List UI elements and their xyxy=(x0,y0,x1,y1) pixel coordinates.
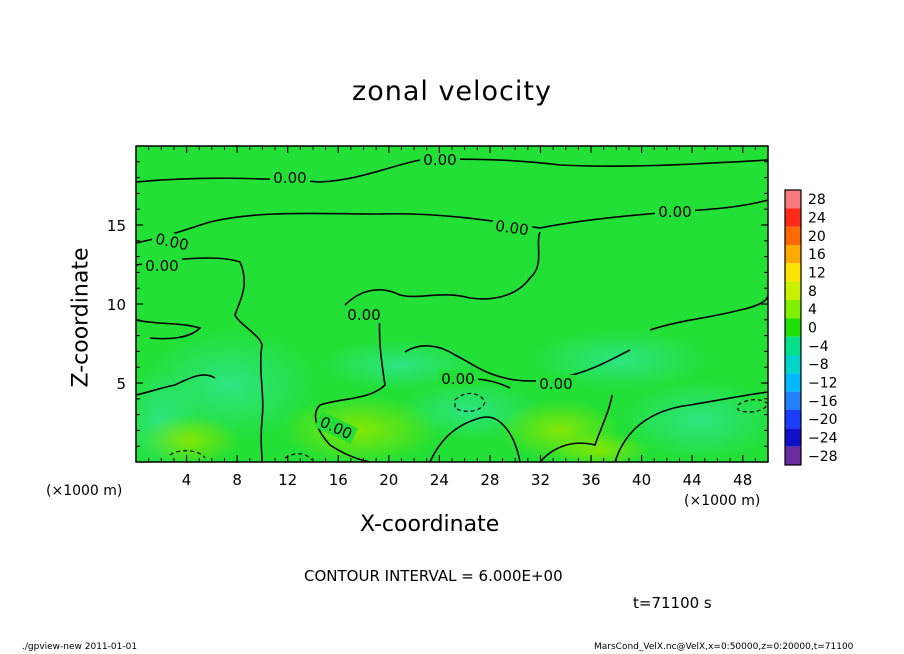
colorbar-swatch xyxy=(785,336,801,355)
contour-label-text: 0.00 xyxy=(347,306,380,324)
contour-interval-label: CONTOUR INTERVAL = 6.000E+00 xyxy=(304,567,563,585)
time-label: t=71100 s xyxy=(633,594,712,612)
colorbar-label: 24 xyxy=(808,211,826,227)
contour-line xyxy=(169,450,206,459)
colorbar-label: 16 xyxy=(808,247,826,263)
colorbar-label: 28 xyxy=(808,192,826,208)
colorbar-swatch xyxy=(785,318,801,337)
contour-label-text: 0.00 xyxy=(494,217,530,239)
colorbar-swatch xyxy=(785,245,801,264)
contour-label-bg xyxy=(142,257,182,274)
contour-label-bg xyxy=(536,375,576,392)
contour-label-bg xyxy=(314,411,358,444)
contour-line xyxy=(404,345,631,382)
contour-line xyxy=(136,374,216,396)
colorbar-swatch xyxy=(785,281,801,300)
colorbar-swatch xyxy=(785,446,801,465)
x-tick-label: 28 xyxy=(480,471,499,489)
contour-label-bg xyxy=(420,151,460,168)
contour-line xyxy=(136,319,202,340)
contour-label: 0.00 xyxy=(536,375,576,393)
y-tick-label: 15 xyxy=(107,217,126,235)
contour-line xyxy=(539,394,613,462)
contour-line xyxy=(737,399,768,413)
colorbar-label: −28 xyxy=(808,449,838,465)
colorbar-swatch xyxy=(785,373,801,392)
y-tick-label: 10 xyxy=(107,296,126,314)
contour-label-text: 0.00 xyxy=(441,370,474,388)
colorbar-label: 4 xyxy=(808,302,817,318)
x-tick-label: 16 xyxy=(329,471,348,489)
contour-label-text: 0.00 xyxy=(145,257,178,275)
contour-line xyxy=(136,257,264,462)
contour-label: 0.00 xyxy=(491,216,534,239)
x-unit-label-right: (×1000 m) xyxy=(684,493,761,509)
colorbar-swatch xyxy=(785,355,801,374)
x-axis-label: X-coordinate xyxy=(360,512,500,537)
colorbar-swatch xyxy=(785,190,801,209)
contour-label-text: 0.00 xyxy=(539,375,572,393)
contour-label-bg xyxy=(655,203,695,220)
contour-line xyxy=(136,199,768,244)
contour-label-text: 0.00 xyxy=(423,151,456,169)
x-tick-label: 36 xyxy=(581,471,600,489)
contour-label: 0.00 xyxy=(142,257,182,275)
colorbar-frame xyxy=(784,189,802,466)
colorbar-label: 12 xyxy=(808,266,826,282)
colorbar-label: 8 xyxy=(808,284,817,300)
contour-label-bg xyxy=(438,370,478,387)
contour-label-bg xyxy=(491,216,534,239)
colorbar-swatch xyxy=(785,208,801,227)
contour-labels: 0.000.000.000.000.000.000.000.00 0.000.00 xyxy=(142,151,695,444)
colorbar-swatch xyxy=(785,428,801,447)
contour-label: 0.00 xyxy=(438,370,478,388)
x-tick-label: 20 xyxy=(379,471,398,489)
contour-label: 0.00 xyxy=(420,151,460,169)
contour-label: 0.00 xyxy=(270,169,310,187)
contour-label-text: 0.00 xyxy=(658,203,691,221)
colorbar-swatch xyxy=(785,410,801,429)
contour-line xyxy=(344,231,541,306)
contour-label: 0.00 xyxy=(344,306,384,324)
chart-title: zonal velocity xyxy=(352,76,552,107)
colorbar-swatch xyxy=(785,226,801,245)
colorbar: 28 24 20 16 12 8 4 0 −4 −8 −12 −16 −20 −24 −28 xyxy=(784,189,838,466)
contour-label-bg xyxy=(150,229,194,254)
x-tick-label: 8 xyxy=(232,471,242,489)
footer-left: ./gpview-new 2011-01-01 xyxy=(22,642,138,652)
contour-label-text: 0.00 xyxy=(273,169,306,187)
contour-line xyxy=(314,314,386,462)
colorbar-label: −16 xyxy=(808,394,838,410)
colorbar-swatch xyxy=(785,263,801,282)
x-tick-label: 40 xyxy=(632,471,651,489)
colorbar-label: 20 xyxy=(808,229,826,245)
colorbar-label: −20 xyxy=(808,412,838,428)
colorbar-label: −8 xyxy=(808,357,829,373)
contour-line xyxy=(429,416,521,462)
colorbar-label: −12 xyxy=(808,376,838,392)
footer-right: MarsCond_VelX.nc@VelX,x=0:50000,z=0:2000… xyxy=(594,642,854,652)
contour-line xyxy=(614,391,768,462)
colorbar-label: −24 xyxy=(808,431,838,447)
colorbar-label: −4 xyxy=(808,339,829,355)
x-tick-label: 48 xyxy=(733,471,752,489)
contour-label-bg xyxy=(270,169,310,186)
x-unit-label-left: (×1000 m) xyxy=(46,483,123,499)
x-tick-label: 4 xyxy=(182,471,192,489)
x-tick-label: 24 xyxy=(430,471,449,489)
x-tick-label: 44 xyxy=(683,471,702,489)
contour-line xyxy=(649,294,768,331)
contour-label-bg xyxy=(344,306,384,323)
x-tick-label: 12 xyxy=(278,471,297,489)
colorbar-label: 0 xyxy=(808,321,817,337)
x-axis-ticks: 4 8 12 16 20 24 28 32 36 40 44 48 xyxy=(148,146,756,489)
colorbar-swatch xyxy=(785,300,801,319)
y-tick-label: 5 xyxy=(116,375,126,393)
x-tick-label: 32 xyxy=(531,471,550,489)
y-axis-ticks: 5 10 15 xyxy=(107,161,768,447)
contour-label: 0.00 xyxy=(655,203,695,221)
colorbar-swatch xyxy=(785,391,801,410)
